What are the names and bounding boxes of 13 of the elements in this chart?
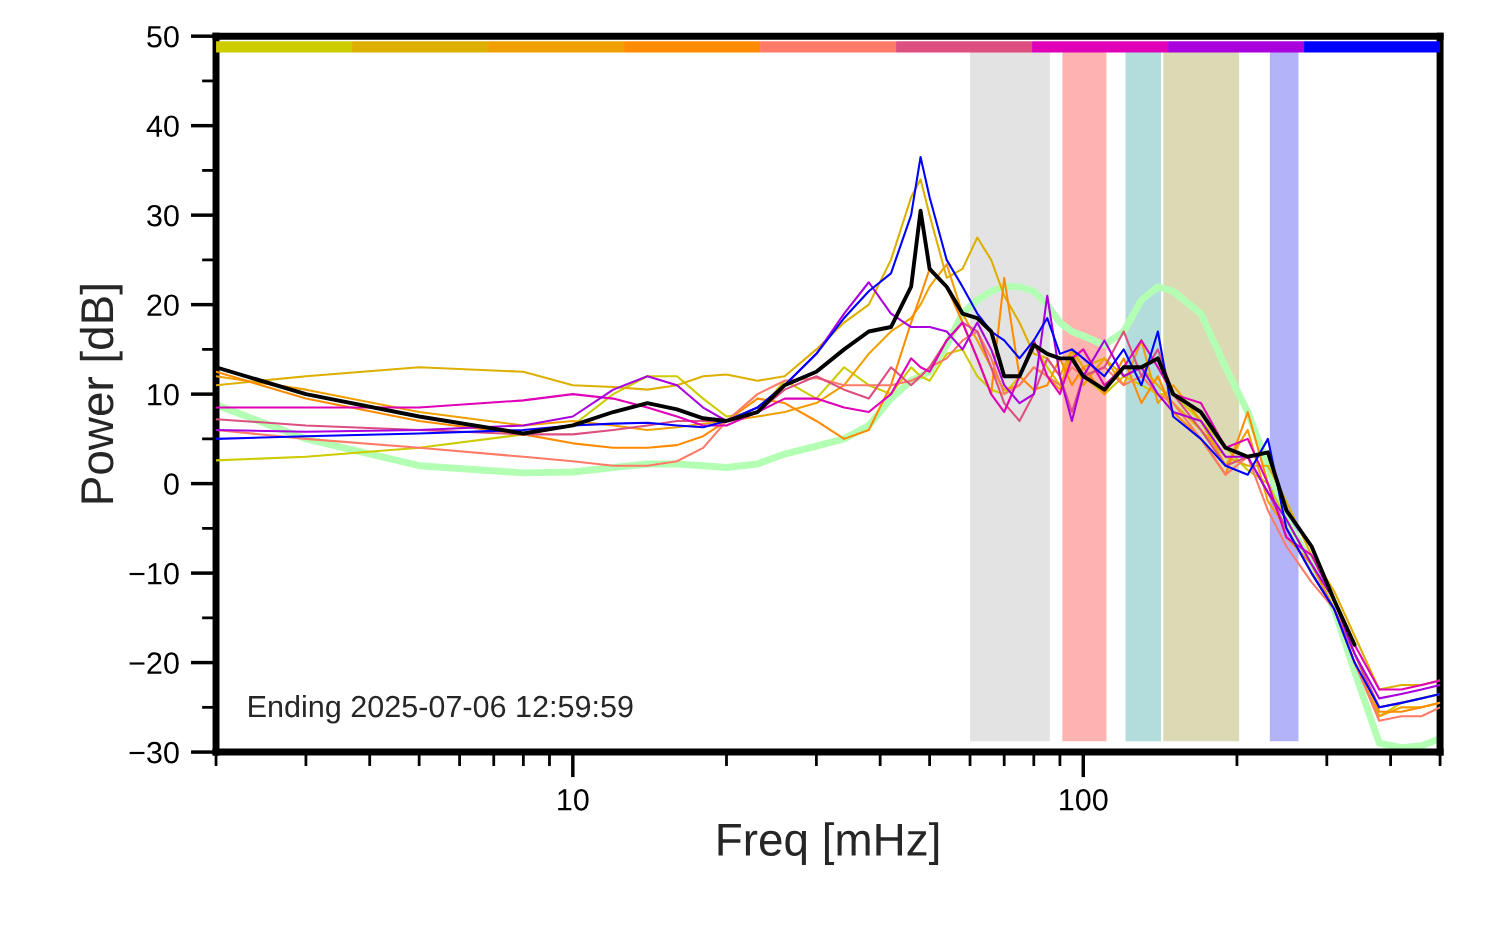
- y-tick-label: 30: [147, 204, 179, 227]
- y-tick-label: 20: [147, 294, 179, 317]
- annotation: Ending 2025-07-06 12:59:59: [249, 694, 633, 724]
- y-tick-label: −20: [129, 652, 179, 674]
- y-tick-label: −10: [129, 562, 179, 585]
- y-axis-title: Power [dB]: [79, 285, 123, 503]
- y-tick-label: 50: [147, 25, 179, 48]
- x-tick-label: 100: [1060, 789, 1108, 811]
- y-tick-label: 40: [146, 115, 179, 138]
- x-axis-title: Freq [mHz]: [718, 822, 939, 865]
- y-tick-label: 10: [148, 383, 179, 406]
- y-tick-label: 0: [164, 473, 179, 495]
- y-tick-label: −30: [129, 741, 179, 764]
